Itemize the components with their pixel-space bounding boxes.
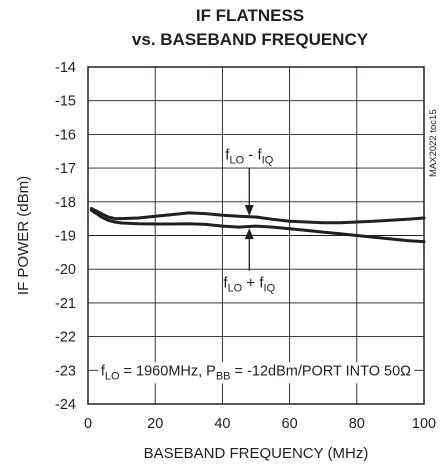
x-axis-label: BASEBAND FREQUENCY (MHz) bbox=[144, 445, 369, 462]
y-tick-label: -19 bbox=[55, 229, 76, 245]
lower-arrow-head bbox=[244, 228, 254, 240]
series-line-1 bbox=[89, 207, 426, 225]
y-tick-label: -21 bbox=[55, 296, 76, 312]
y-tick-label: -16 bbox=[55, 127, 76, 143]
x-tick-label: 40 bbox=[214, 416, 230, 432]
lower-series-label: fLO + fIQ bbox=[223, 275, 275, 295]
y-tick-label: -14 bbox=[55, 60, 76, 76]
series-line-2 bbox=[89, 208, 426, 244]
series-group bbox=[89, 207, 426, 244]
y-tick-label: -18 bbox=[55, 195, 76, 211]
test-condition-background bbox=[97, 362, 415, 384]
y-tick-label: -15 bbox=[55, 94, 76, 110]
grid bbox=[88, 67, 424, 404]
y-tick-label: -20 bbox=[55, 262, 76, 278]
test-condition-text: fLO = 1960MHz, PBB = -12dBm/PORT INTO 50… bbox=[101, 363, 411, 382]
y-axis-label: IF POWER (dBm) bbox=[15, 176, 32, 295]
x-tick-label: 0 bbox=[84, 416, 92, 432]
chart-title-line-2: vs. BASEBAND FREQUENCY bbox=[131, 30, 369, 49]
y-tick-label: -17 bbox=[55, 161, 76, 177]
watermark-code: MAX2022 toc15 bbox=[428, 109, 439, 177]
x-tick-label: 60 bbox=[282, 416, 298, 432]
x-tick-label: 20 bbox=[147, 416, 163, 432]
upper-arrow-head bbox=[244, 204, 254, 216]
y-tick-label: -23 bbox=[55, 363, 76, 379]
plot-frame bbox=[87, 66, 425, 405]
chart-title-line-1: IF FLATNESS bbox=[195, 6, 305, 25]
x-tick-label: 80 bbox=[349, 416, 365, 432]
annotations: fLO - fIQ fLO + fIQ fLO = 1960MHz, PBB = -… bbox=[97, 147, 415, 384]
x-tick-label: 100 bbox=[412, 416, 436, 432]
y-tick-label: -22 bbox=[55, 330, 76, 346]
upper-series-label: fLO - fIQ bbox=[225, 147, 273, 167]
tick-labels: -14 -15 -16 -17 -18 -19 -20 -21 -22 -23 -24 0 20 40 60… bbox=[55, 60, 436, 432]
y-tick-label: -24 bbox=[55, 397, 76, 413]
